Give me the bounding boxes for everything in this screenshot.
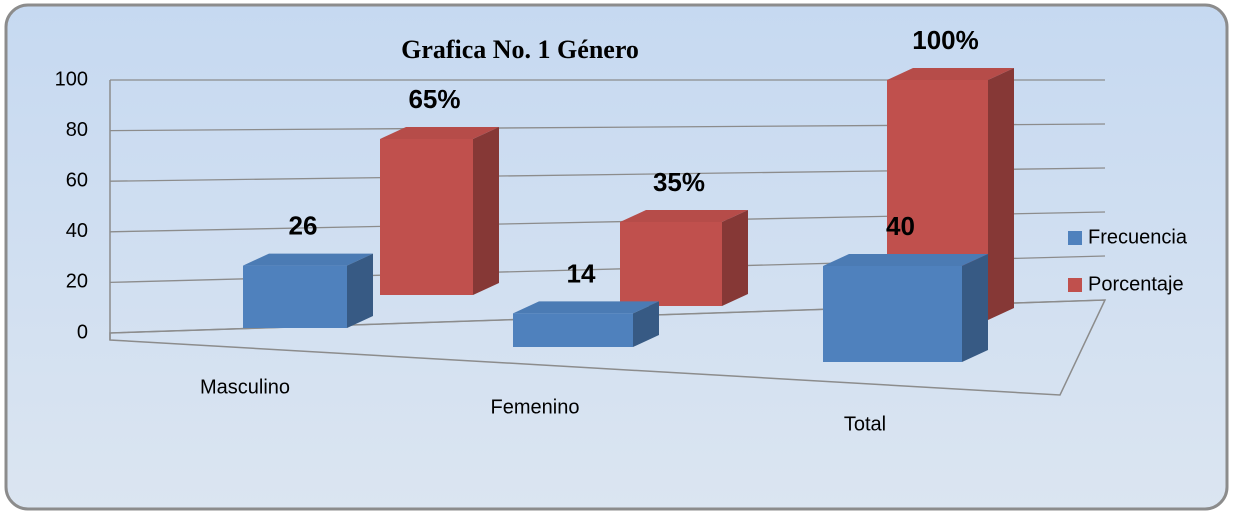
chart-title: Grafica No. 1 Género [401, 35, 639, 64]
data-label: 14 [567, 258, 596, 288]
bar [620, 222, 722, 306]
y-tick-label: 40 [66, 220, 88, 242]
y-tick-label: 60 [66, 169, 88, 191]
legend-label: Frecuencia [1088, 226, 1188, 248]
bar-top [823, 254, 988, 266]
bar-top [513, 301, 659, 314]
data-label: 100% [912, 25, 979, 55]
legend-swatch [1068, 231, 1082, 245]
data-label: 35% [653, 167, 705, 197]
bar-top [380, 127, 499, 139]
x-tick-label: Femenino [491, 396, 580, 418]
data-label: 65% [408, 84, 460, 114]
y-tick-label: 20 [66, 271, 88, 293]
data-label: 26 [289, 210, 318, 240]
bar [380, 139, 473, 295]
bar-top [620, 210, 748, 222]
legend-swatch [1068, 278, 1082, 292]
x-tick-label: Total [844, 413, 886, 435]
bar-side [347, 253, 373, 328]
x-tick-label: Masculino [200, 376, 290, 398]
bar-side [722, 210, 748, 306]
bar-side [988, 68, 1014, 320]
legend-label: Porcentaje [1088, 273, 1184, 295]
bar [823, 266, 962, 362]
y-tick-label: 100 [55, 68, 88, 90]
bar [513, 313, 633, 347]
bar-side [962, 254, 988, 362]
bar-top [243, 253, 373, 266]
bar-top [887, 68, 1014, 80]
bar-side [633, 301, 659, 347]
y-tick-label: 0 [77, 321, 88, 343]
y-tick-label: 80 [66, 119, 88, 141]
data-label: 40 [886, 211, 915, 241]
bar-side [473, 127, 499, 295]
bar [243, 265, 347, 328]
